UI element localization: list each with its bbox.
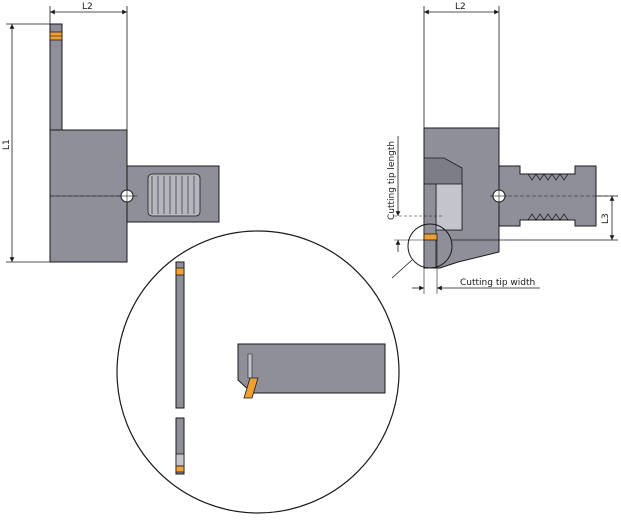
right-l2-dimension: L2: [423, 2, 500, 128]
right-l2-label: L2: [455, 2, 466, 12]
left-l2-dimension: L2: [49, 2, 128, 130]
left-thread: [147, 173, 201, 217]
left-l1-label: L1: [2, 139, 12, 150]
right-center-mark: [490, 188, 618, 204]
detail-view: [116, 230, 400, 514]
right-view: L2 L3: [387, 2, 618, 294]
left-l2-label: L2: [82, 2, 93, 12]
detail-holder-inner: [247, 353, 253, 379]
detail-cutting-tip: [243, 377, 259, 399]
left-l1-dimension: L1: [2, 23, 50, 263]
detail-holder: [237, 343, 386, 394]
cutting-tip-length-label: Cutting tip length: [387, 141, 397, 220]
detail-blade-lower-insert: [175, 453, 185, 467]
right-blade-slot: [423, 183, 437, 269]
detail-leader-line: [391, 259, 413, 279]
right-insert: [435, 183, 463, 231]
right-thread-bottom: [527, 213, 569, 221]
cutting-tip-width-label: Cutting tip width: [460, 278, 535, 288]
right-l3-dimension: L3: [452, 195, 618, 241]
cutting-tip-length-dimension: Cutting tip length: [387, 136, 444, 252]
detail-marker-circle: [407, 223, 453, 269]
right-l3-label: L3: [601, 213, 611, 224]
detail-blade-upper: [175, 261, 185, 409]
left-view: L2 L1: [2, 2, 220, 263]
detail-blade-lower: [175, 417, 185, 475]
detail-blade-lower-tip: [175, 465, 185, 473]
detail-blade-upper-tip: [175, 267, 185, 276]
right-cutting-tip: [423, 233, 438, 241]
left-center-mark: [50, 188, 140, 204]
right-thread-top: [527, 173, 569, 181]
